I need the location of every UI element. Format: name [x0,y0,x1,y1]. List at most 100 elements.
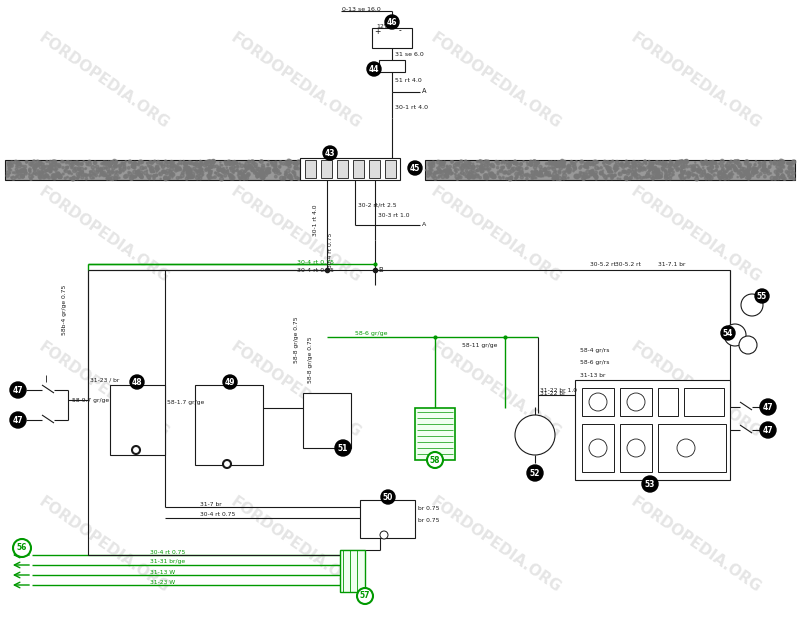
Circle shape [483,174,487,178]
Circle shape [96,170,98,173]
Circle shape [792,160,796,164]
Circle shape [208,160,211,162]
Circle shape [680,178,682,180]
Bar [658,424,726,472]
Circle shape [536,171,538,173]
Circle shape [269,171,271,173]
Circle shape [240,177,242,180]
Circle shape [608,162,610,165]
Circle shape [150,175,152,177]
Circle shape [629,177,631,180]
Circle shape [646,166,650,169]
Circle shape [239,173,241,175]
Circle shape [557,164,560,168]
Circle shape [48,167,52,171]
Circle shape [188,167,190,169]
Circle shape [727,176,730,180]
Circle shape [46,160,48,163]
Circle shape [677,168,678,170]
Circle shape [430,167,433,169]
Circle shape [626,177,628,179]
Circle shape [90,176,94,179]
Circle shape [294,165,298,168]
Circle shape [594,175,597,178]
Circle shape [654,167,656,168]
Circle shape [762,164,766,168]
Circle shape [234,167,235,168]
Circle shape [779,176,781,178]
Circle shape [434,176,435,177]
Circle shape [232,161,235,163]
Circle shape [21,175,24,178]
Circle shape [153,175,155,177]
Circle shape [24,165,26,168]
Circle shape [76,162,77,163]
Circle shape [700,174,702,177]
Circle shape [640,176,643,180]
Circle shape [73,169,76,173]
Circle shape [757,175,760,178]
Circle shape [533,174,535,176]
Circle shape [31,174,33,175]
Circle shape [777,176,780,180]
Circle shape [193,163,194,165]
Text: 54: 54 [723,329,733,337]
Circle shape [81,176,84,179]
Circle shape [218,169,221,171]
Circle shape [741,175,743,177]
Circle shape [451,172,453,173]
Circle shape [718,171,722,175]
Circle shape [492,176,495,178]
Circle shape [539,173,542,176]
Circle shape [77,177,78,178]
Circle shape [39,162,42,165]
Circle shape [222,170,226,173]
Circle shape [614,174,616,176]
Circle shape [782,174,783,175]
Circle shape [556,162,560,165]
Circle shape [277,168,278,170]
Bar [582,424,614,472]
Circle shape [680,162,682,165]
Circle shape [270,162,273,164]
Circle shape [706,174,709,177]
Circle shape [506,178,508,180]
Text: 56: 56 [17,543,27,553]
Circle shape [602,162,604,164]
Circle shape [153,177,155,180]
Circle shape [150,168,153,171]
Circle shape [188,161,192,164]
Circle shape [723,171,726,173]
Circle shape [285,173,287,176]
Circle shape [367,62,381,76]
Circle shape [449,165,451,168]
Circle shape [487,170,490,171]
Circle shape [701,162,705,166]
Circle shape [69,161,72,164]
Circle shape [637,165,639,167]
Circle shape [472,175,475,179]
Circle shape [265,173,267,176]
Circle shape [240,164,243,168]
Circle shape [665,175,666,177]
Circle shape [274,164,277,168]
Circle shape [471,175,473,176]
Circle shape [451,162,452,163]
Text: 31-7 br: 31-7 br [200,501,222,506]
Circle shape [68,171,70,173]
Circle shape [562,176,566,180]
Circle shape [230,167,232,170]
Circle shape [738,166,740,168]
Circle shape [740,175,742,177]
Circle shape [199,173,202,177]
Circle shape [666,171,670,175]
Circle shape [559,167,562,170]
Circle shape [658,177,659,178]
Circle shape [438,176,439,178]
Circle shape [82,171,83,172]
Circle shape [165,177,167,179]
Text: FORDOPEDIA.ORG: FORDOPEDIA.ORG [428,184,564,286]
Circle shape [198,170,202,173]
Circle shape [519,163,522,165]
Circle shape [37,164,39,167]
